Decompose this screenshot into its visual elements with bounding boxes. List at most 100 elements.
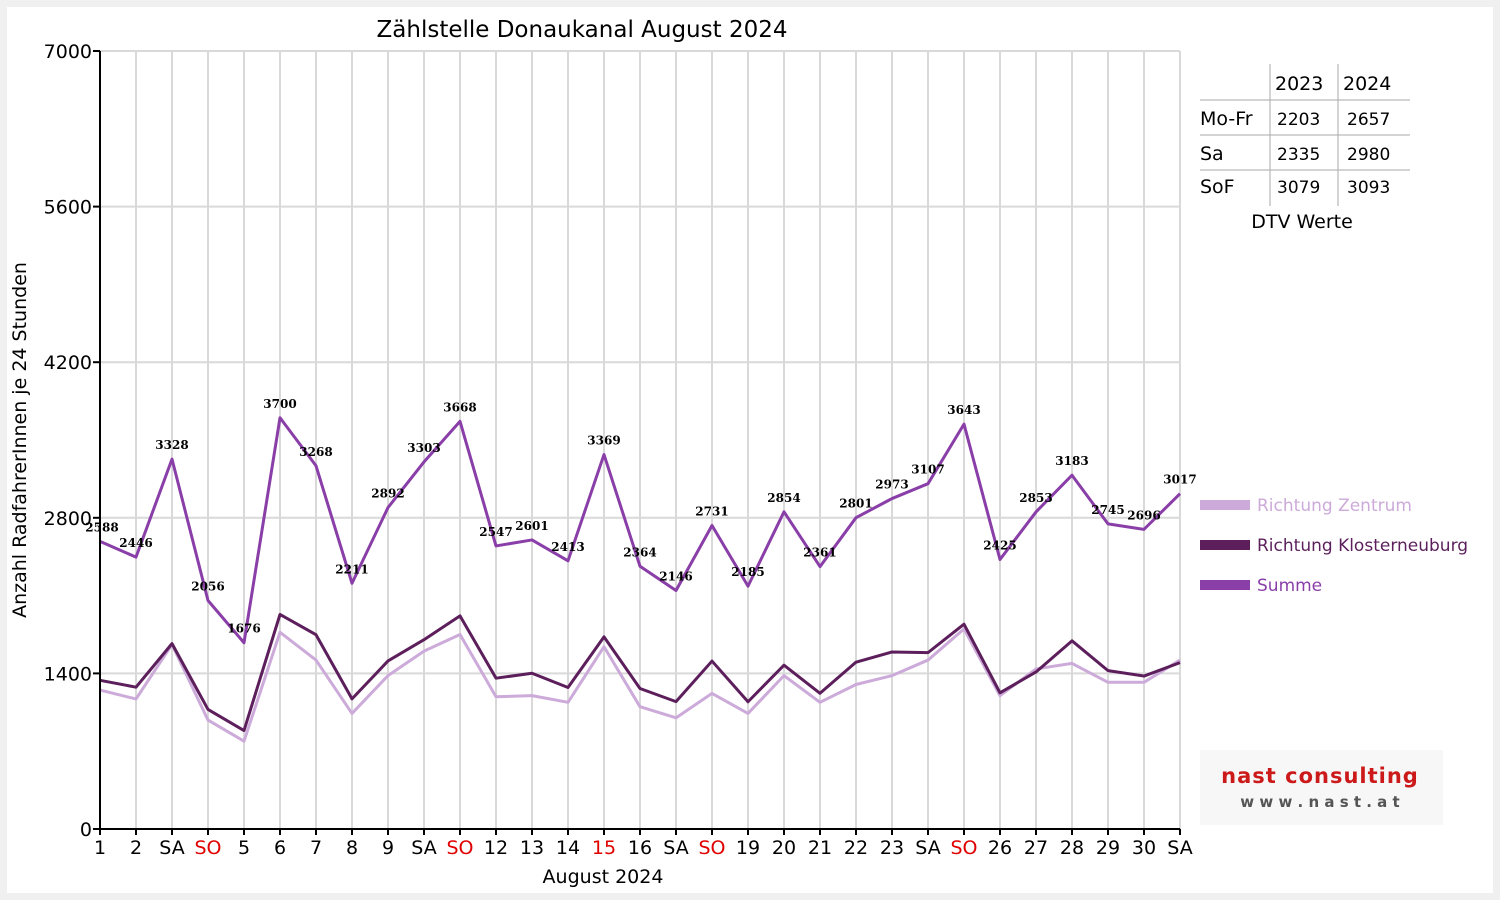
y-tick-label: 4200 [44, 352, 92, 374]
x-tick-label: 23 [880, 837, 904, 859]
nast-logo: nast consulting w w w . n a s t . a t [1200, 750, 1443, 825]
y-axis-title: Anzahl RadfahrerInnen je 24 Stunden [9, 262, 31, 618]
x-tick-label: 9 [382, 837, 394, 859]
x-tick-label: 12 [484, 837, 508, 859]
data-label: 1676 [227, 622, 260, 636]
series-lines [99, 416, 1182, 743]
data-label: 3643 [947, 403, 980, 417]
grid [100, 50, 1181, 829]
data-label: 2413 [551, 540, 584, 554]
series-line-1 [99, 612, 1181, 733]
dtv-table-caption: DTV Werte [1251, 211, 1353, 233]
x-tick-label: 5 [238, 837, 250, 859]
data-label: 2185 [731, 565, 764, 579]
legend-swatch-zentrum [1200, 500, 1250, 510]
data-label: 2892 [371, 487, 404, 501]
logo-box [1200, 750, 1443, 825]
data-label: 2696 [1127, 508, 1160, 522]
data-label: 2361 [803, 546, 836, 560]
y-tick-label: 2800 [44, 508, 92, 530]
x-tick-label: 7 [310, 837, 322, 859]
dtv-table: 2023 2024 Mo-Fr 2203 2657 Sa 2335 2980 S… [1200, 64, 1410, 233]
data-label: 2364 [623, 545, 656, 559]
x-tick-label: 20 [772, 837, 796, 859]
dtv-row-label: SoF [1200, 176, 1235, 198]
data-label: 2446 [119, 536, 152, 550]
logo-url: w w w . n a s t . a t [1240, 793, 1399, 811]
dtv-cell: 3093 [1347, 178, 1390, 198]
data-label: 3303 [407, 441, 440, 455]
data-label: 3700 [263, 397, 296, 411]
dtv-cell: 3079 [1277, 178, 1320, 198]
chart-title: Zählstelle Donaukanal August 2024 [377, 17, 788, 43]
x-tick-label: SA [159, 837, 184, 859]
y-tick-label: 1400 [44, 663, 92, 685]
chart-panel [7, 7, 1493, 893]
legend-label-klosterneuburg: Richtung Klosterneuburg [1257, 536, 1468, 556]
y-tick-label: 7000 [44, 41, 92, 63]
dtv-row-label: Mo-Fr [1200, 108, 1253, 130]
y-tick-label: 0 [80, 819, 92, 841]
x-tick-label: SA [915, 837, 940, 859]
data-label: 3107 [911, 463, 944, 477]
data-label: 3183 [1055, 454, 1088, 468]
x-tick-label: SA [1167, 837, 1192, 859]
data-label: 2973 [875, 478, 908, 492]
x-tick-label: SO [446, 837, 473, 859]
legend: Richtung Zentrum Richtung Klosterneuburg… [1200, 496, 1468, 596]
data-label: 2601 [515, 519, 548, 533]
x-tick-labels: 1 2 SA SO 5 6 7 8 9 SA SO 12 13 14 15 16 SA SO 19 20 21 22 23 S… [94, 829, 1193, 859]
dtv-row-label: Sa [1200, 143, 1224, 165]
x-tick-label: 13 [520, 837, 544, 859]
data-label: 3268 [299, 445, 332, 459]
x-tick-label: SA [663, 837, 688, 859]
data-label: 2425 [983, 538, 1016, 552]
x-axis-title: August 2024 [543, 866, 664, 888]
x-tick-label: 21 [808, 837, 832, 859]
x-tick-label: 15 [592, 837, 616, 859]
x-tick-label: 1 [94, 837, 106, 859]
x-tick-label: 14 [556, 837, 580, 859]
dtv-col-header-2023: 2023 [1275, 73, 1323, 95]
series-line-2 [99, 416, 1182, 645]
data-label: 2547 [479, 525, 512, 539]
logo-brand: nast consulting [1221, 764, 1419, 788]
x-tick-label: 27 [1024, 837, 1048, 859]
y-tick-labels: 0 1400 2800 4200 5600 7000 [44, 41, 100, 841]
data-label: 2056 [191, 579, 224, 593]
x-tick-label: 2 [130, 837, 142, 859]
dtv-cell: 2980 [1347, 145, 1390, 165]
data-label: 2588 [85, 520, 118, 534]
x-tick-label: SO [194, 837, 221, 859]
data-label: 2211 [335, 562, 368, 576]
x-tick-label: SA [411, 837, 436, 859]
data-label: 2146 [659, 569, 692, 583]
dtv-cell: 2657 [1347, 110, 1390, 130]
x-tick-label: 26 [988, 837, 1012, 859]
data-label: 2731 [695, 504, 728, 518]
x-tick-label: 29 [1096, 837, 1120, 859]
x-tick-label: 28 [1060, 837, 1084, 859]
data-label: 3369 [587, 434, 620, 448]
x-tick-label: 19 [736, 837, 760, 859]
x-tick-label: 22 [844, 837, 868, 859]
x-tick-label: 16 [628, 837, 652, 859]
data-label: 3668 [443, 400, 476, 414]
dtv-col-header-2024: 2024 [1343, 73, 1391, 95]
x-tick-label: SO [698, 837, 725, 859]
legend-swatch-klosterneuburg [1200, 540, 1250, 550]
dtv-cell: 2335 [1277, 145, 1320, 165]
y-tick-label: 5600 [44, 197, 92, 219]
data-label: 3328 [155, 438, 188, 452]
data-label: 3017 [1163, 473, 1196, 487]
x-tick-label: 8 [346, 837, 358, 859]
legend-label-summe: Summe [1257, 576, 1322, 596]
legend-label-zentrum: Richtung Zentrum [1257, 496, 1412, 516]
data-label: 2853 [1019, 491, 1052, 505]
legend-swatch-summe [1200, 580, 1250, 590]
x-tick-label: SO [950, 837, 977, 859]
data-label: 2745 [1091, 503, 1124, 517]
